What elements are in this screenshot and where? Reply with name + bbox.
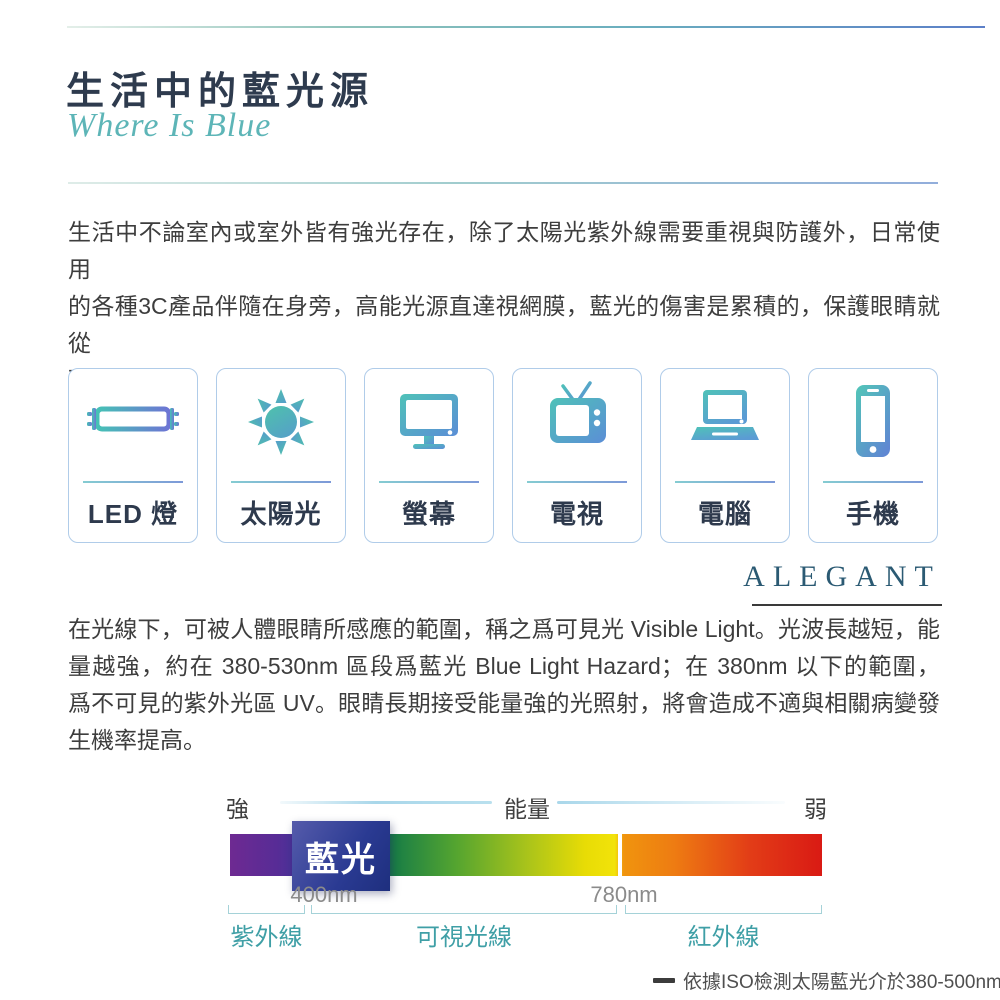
body-line: 在光線下，可被人體眼睛所感應的範圍，稱之爲可見光 Visible Light。光… xyxy=(68,616,940,642)
source-card-phone: 手機 xyxy=(808,368,938,543)
energy-gradient-line-left xyxy=(280,801,492,804)
body-line: 量越強，約在 380-530nm 區段爲藍光 Blue Light Hazard… xyxy=(68,653,940,679)
iso-footnote-text: 依據ISO檢測太陽藍光介於380-500nm xyxy=(683,972,1000,993)
source-card-sunlight: 太陽光 xyxy=(216,368,346,543)
card-divider xyxy=(823,481,923,483)
laptop-icon xyxy=(679,369,771,475)
dash-icon xyxy=(653,977,675,984)
tick-780nm: 780nm xyxy=(590,882,658,907)
led-tube-icon xyxy=(81,369,185,475)
card-label: 螢幕 xyxy=(401,498,456,529)
tv-icon xyxy=(531,369,623,475)
energy-weak-label: 弱 xyxy=(804,796,827,822)
band-label-ir: 紅外線 xyxy=(687,924,760,951)
top-accent-line xyxy=(67,26,985,28)
source-card-tv: 電視 xyxy=(512,368,642,543)
body-line: 生機率提高。 xyxy=(68,727,206,753)
body-paragraph: 在光線下，可被人體眼睛所感應的範圍，稱之爲可見光 Visible Light。光… xyxy=(68,611,940,759)
intro-line: 生活中不論室內或室外皆有強光存在，除了太陽光紫外線需要重視與防護外，日常使用 xyxy=(68,219,940,282)
smartphone-icon xyxy=(827,369,919,475)
card-divider xyxy=(675,481,775,483)
header-divider xyxy=(68,182,938,184)
bracket-ir xyxy=(625,905,822,914)
band-label-visible: 可視光線 xyxy=(416,924,512,951)
monitor-icon xyxy=(383,369,475,475)
card-label: LED 燈 xyxy=(87,498,179,529)
card-label: 太陽光 xyxy=(240,498,322,529)
blue-light-badge-label: 藍光 xyxy=(305,840,377,879)
energy-strong-label: 強 xyxy=(226,796,249,822)
source-card-computer: 電腦 xyxy=(660,368,790,543)
energy-label: 能量 xyxy=(504,796,550,822)
brand-underline xyxy=(752,604,942,606)
card-label: 電腦 xyxy=(697,498,752,529)
blue-light-badge: 藍光 xyxy=(292,821,390,891)
intro-line: 的各種3C產品伴隨在身旁，高能光源直達視網膜，藍光的傷害是累積的，保護眼睛就從 xyxy=(68,293,940,356)
source-card-led: LED 燈 xyxy=(68,368,198,543)
card-label: 手機 xyxy=(845,498,900,529)
page-title: 生活中的藍光源 xyxy=(66,71,375,113)
bracket-uv xyxy=(228,905,305,914)
page-subtitle: Where Is Blue xyxy=(67,107,272,144)
brand-wordmark: ALEGANT xyxy=(743,560,941,593)
body-line: 爲不可見的紫外光區 UV。眼睛長期接受能量強的光照射，將會造成不適與相關病變發 xyxy=(68,690,940,716)
band-label-uv: 紫外線 xyxy=(230,924,303,951)
card-label: 電視 xyxy=(549,498,604,529)
card-divider xyxy=(527,481,627,483)
card-divider xyxy=(379,481,479,483)
source-card-screen: 螢幕 xyxy=(364,368,494,543)
blue-light-source-cards: LED 燈 xyxy=(68,368,938,543)
energy-gradient-line-right xyxy=(557,801,785,804)
bracket-visible xyxy=(311,905,617,914)
spectrum-bar-gap xyxy=(618,834,622,876)
card-divider xyxy=(83,481,183,483)
sun-icon xyxy=(235,369,327,475)
tick-400nm: 400nm xyxy=(290,882,358,907)
iso-footnote: 依據ISO檢測太陽藍光介於380-500nm xyxy=(653,967,1000,994)
card-divider xyxy=(231,481,331,483)
